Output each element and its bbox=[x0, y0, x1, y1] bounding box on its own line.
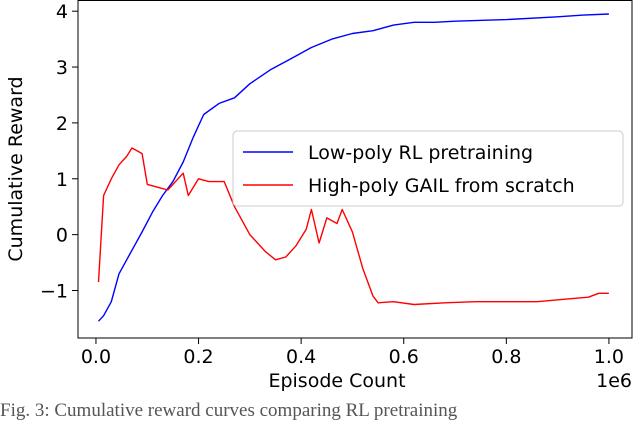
legend-entry-high-poly: High-poly GAIL from scratch bbox=[308, 175, 575, 197]
plot-lines bbox=[97, 13, 609, 322]
chart: 0.0 0.2 0.4 0.6 0.8 1.0 −1 0 1 2 3 4 Episode Count… bbox=[5, 0, 633, 392]
x-tick-label: 1.0 bbox=[594, 346, 624, 368]
x-tick-label: 0.6 bbox=[389, 346, 419, 368]
series-line-1 bbox=[97, 147, 609, 306]
axes-frame bbox=[77, 0, 633, 339]
y-tick-label: 4 bbox=[56, 1, 68, 23]
y-axis-label: Cumulative Reward bbox=[5, 76, 27, 261]
y-axis-ticks: −1 0 1 2 3 4 bbox=[40, 1, 78, 303]
x-tick-label: 0.2 bbox=[183, 346, 213, 368]
y-tick-label: 3 bbox=[56, 57, 68, 79]
y-tick-label: 0 bbox=[56, 225, 68, 247]
y-tick-label: 2 bbox=[56, 113, 68, 135]
figure-caption: Fig. 3: Cumulative reward curves compari… bbox=[0, 400, 458, 421]
legend-entry-low-poly: Low-poly RL pretraining bbox=[308, 142, 533, 164]
x-tick-label: 0.4 bbox=[286, 346, 316, 368]
x-axis-offset-label: 1e6 bbox=[596, 370, 632, 392]
x-axis-label: Episode Count bbox=[268, 370, 405, 392]
x-tick-label: 0.0 bbox=[81, 346, 111, 368]
series-line-0 bbox=[97, 13, 609, 322]
legend: Low-poly RL pretraining High-poly GAIL f… bbox=[232, 130, 624, 207]
x-tick-label: 0.8 bbox=[491, 346, 521, 368]
legend-box bbox=[232, 130, 624, 207]
y-tick-label: −1 bbox=[40, 281, 68, 303]
x-axis-ticks: 0.0 0.2 0.4 0.6 0.8 1.0 bbox=[81, 338, 624, 368]
y-tick-label: 1 bbox=[56, 169, 68, 191]
